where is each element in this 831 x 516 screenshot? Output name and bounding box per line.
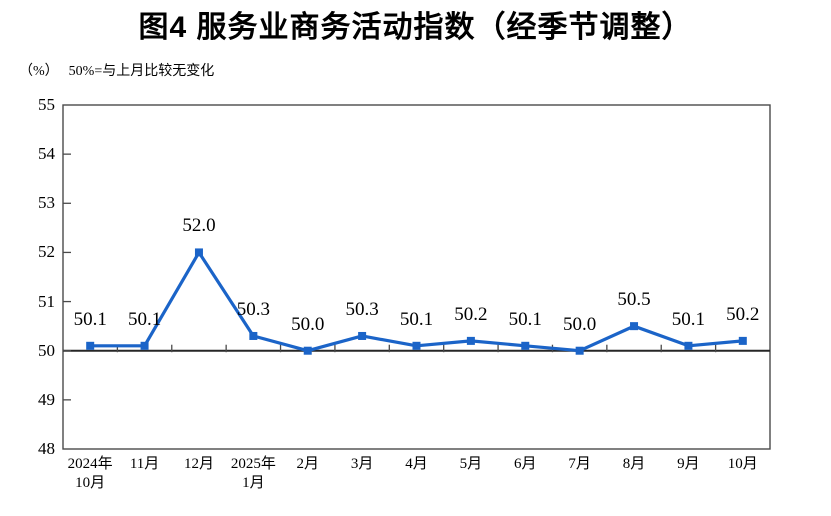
axis-unit-note: （%） 50%=与上月比较无变化 [19, 63, 214, 81]
data-point-marker [86, 341, 95, 350]
data-label: 50.1 [671, 308, 706, 330]
x-axis-label-line: 2025年 [230, 456, 276, 472]
y-axis-label: 49 [38, 389, 55, 409]
data-label: 50.3 [345, 298, 379, 320]
data-label: 50.2 [454, 303, 488, 325]
x-axis-label-line: 10月 [727, 456, 758, 472]
data-label: 50.5 [617, 289, 651, 311]
x-axis-label-line: 6月 [514, 456, 537, 472]
x-axis-label-line: 2月 [296, 456, 319, 472]
x-axis-label: 6月 [480, 455, 570, 474]
y-axis-label: 52 [38, 242, 55, 262]
y-axis-label: 53 [38, 193, 55, 213]
x-axis-label: 3月 [317, 455, 407, 474]
x-axis-label-line: 9月 [677, 456, 700, 472]
x-axis-label-line: 12月 [183, 456, 214, 472]
data-label: 50.3 [236, 298, 270, 320]
plot-frame [62, 104, 771, 450]
data-point-marker [630, 322, 639, 331]
x-axis-label: 8月 [589, 455, 679, 474]
data-point-marker [194, 248, 203, 257]
y-axis-unit-label: （%） [19, 64, 59, 79]
data-point-marker [521, 341, 530, 350]
x-axis-label: 2024年 10月 [45, 455, 135, 493]
x-axis-label: 12月 [154, 455, 244, 474]
x-axis-label: 2025年 1月 [208, 455, 298, 493]
data-point-marker [466, 336, 475, 345]
data-point-marker [358, 331, 367, 340]
data-point-marker [684, 341, 693, 350]
data-point-marker [249, 331, 258, 340]
data-label: 50.1 [508, 308, 542, 330]
x-axis-label-line: 5月 [459, 456, 483, 472]
x-axis-label: 11月 [100, 455, 190, 474]
data-label: 50.2 [726, 303, 760, 325]
data-label: 50.1 [399, 308, 434, 330]
x-axis-label-line: 7月 [568, 456, 591, 472]
x-axis-label-line: 10月 [75, 475, 106, 491]
x-axis-label: 4月 [372, 455, 462, 474]
reference-note: 50%=与上月比较无变化 [68, 64, 215, 79]
y-axis-label: 50 [38, 340, 55, 360]
x-axis-label: 2月 [263, 455, 353, 474]
x-axis-label: 10月 [698, 455, 788, 474]
data-point-marker [575, 346, 584, 355]
x-axis-label: 9月 [643, 455, 733, 474]
data-label: 50.0 [563, 313, 597, 335]
x-axis-label-line: 4月 [405, 456, 428, 472]
x-axis-label-line: 11月 [129, 456, 160, 472]
data-label: 52.0 [182, 215, 216, 237]
data-point-marker [738, 336, 747, 345]
y-axis-label: 48 [38, 439, 55, 458]
data-label: 50.0 [291, 313, 325, 335]
x-axis-label-line: 3月 [350, 456, 374, 472]
data-point-marker [140, 341, 149, 350]
data-label: 50.1 [127, 308, 162, 330]
chart-title: 图4 服务业商务活动指数（经季节调整） [138, 11, 693, 44]
x-axis-label-line: 2024年 [67, 456, 113, 472]
data-label: 50.1 [73, 308, 107, 330]
data-point-marker [412, 341, 421, 350]
data-point-marker [303, 346, 312, 355]
y-axis-label: 55 [38, 95, 55, 114]
x-axis-label-line: 1月 [242, 475, 265, 491]
x-axis-label: 5月 [426, 455, 516, 474]
y-axis-label: 54 [38, 144, 55, 164]
x-axis-label-line: 8月 [622, 456, 646, 472]
x-axis-label: 7月 [535, 455, 625, 474]
y-axis-label: 51 [38, 291, 55, 311]
